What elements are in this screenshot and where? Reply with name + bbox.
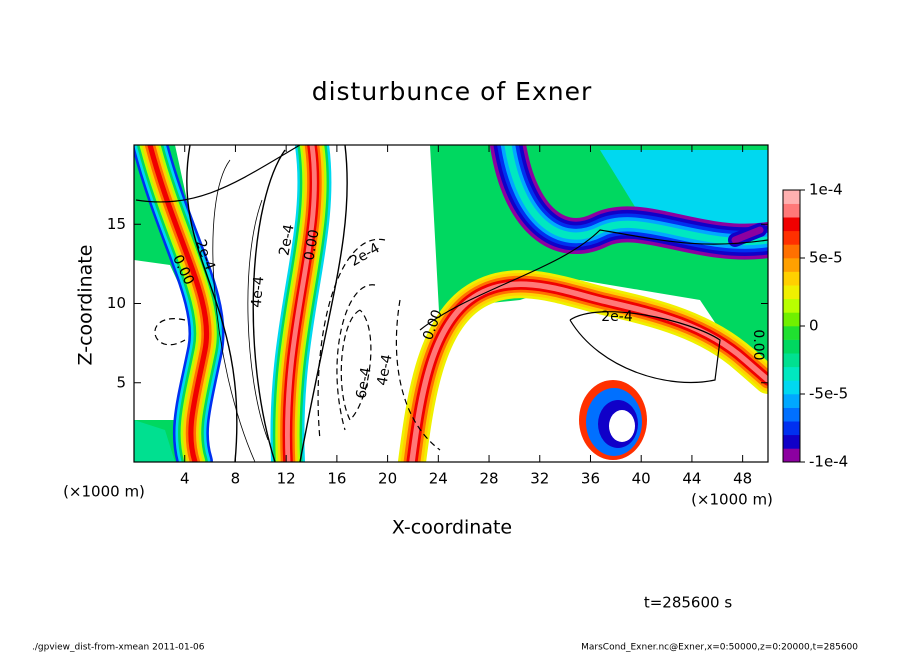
color-band: [285, 145, 317, 462]
color-region: [134, 420, 175, 462]
colorbar-tick-label: 1e-4: [809, 181, 843, 199]
colorbar-swatch: [783, 190, 800, 204]
colorbar-swatch: [783, 448, 800, 463]
contour-line: [154, 318, 186, 346]
contour-line: [212, 159, 256, 462]
colorbar-swatch: [783, 230, 800, 245]
contour-line: [299, 145, 348, 462]
footer-right: MarsCond_Exner.nc@Exner,x=0:50000,z=0:20…: [581, 643, 858, 653]
contour-line: [317, 238, 386, 441]
contour-line: [252, 149, 286, 462]
colorbar-swatch: [783, 366, 800, 381]
contour-line: [569, 311, 721, 384]
contour-line: [419, 229, 768, 331]
color-region: [609, 410, 635, 442]
contour-label: 6e-4: [353, 366, 374, 400]
colorbar-swatch: [783, 394, 800, 408]
contour-line: [186, 145, 238, 462]
contour-line: [395, 299, 441, 451]
colorbar-swatch: [783, 380, 800, 395]
contour-label: 0.00: [301, 228, 322, 261]
x-tick-label: 8: [231, 470, 241, 488]
contour-label: 2e-4: [601, 309, 633, 325]
colorbar-swatch: [783, 244, 800, 259]
contour-label: 2e-4: [276, 223, 297, 257]
x-tick-label: 20: [378, 470, 397, 488]
x-tick-label: 24: [429, 470, 448, 488]
colorbar-swatch: [783, 339, 800, 354]
colorbar-swatch: [783, 407, 800, 422]
y-axis-label: Z-coordinate: [75, 245, 97, 366]
x-unit-label: (×1000 m): [63, 483, 145, 501]
x-tick-label: 32: [530, 470, 549, 488]
colorbar-tick-label: 5e-5: [809, 249, 843, 267]
color-band: [731, 226, 764, 244]
color-band: [409, 281, 768, 462]
contour-label: 2e-4: [347, 240, 382, 270]
colorbar-swatch: [783, 298, 800, 313]
colorbar-swatch: [783, 326, 800, 340]
x-tick-label: 44: [682, 470, 701, 488]
colorbar-swatch: [783, 271, 800, 286]
color-band: [147, 145, 210, 462]
y-tick-label: 5: [116, 373, 126, 391]
x-tick-label: 4: [180, 470, 190, 488]
colorbar-swatch: [783, 434, 800, 449]
x-unit-label: (×1000 m): [691, 491, 773, 509]
contour-label: 0.00: [750, 329, 766, 360]
shaded-field: [134, 145, 768, 462]
contour-lines: [135, 145, 768, 462]
contour-label: 4e-4: [374, 353, 395, 387]
x-tick-label: 40: [632, 470, 651, 488]
contour-label: 4e-4: [249, 276, 268, 309]
y-tick-label: 10: [107, 294, 126, 312]
colorbar-tick-label: -5e-5: [809, 385, 848, 403]
x-tick-label: 12: [277, 470, 296, 488]
colorbar-swatch: [783, 353, 800, 368]
footer-left: ./gpview_dist-from-xmean 2011-01-06: [32, 643, 205, 653]
colorbar-swatch: [783, 421, 800, 436]
x-tick-label: 28: [479, 470, 498, 488]
chart-title: disturbunce of Exner: [312, 77, 593, 106]
x-tick-label: 36: [581, 470, 600, 488]
time-label: t=285600 s: [644, 594, 732, 612]
colorbar-swatch: [783, 217, 800, 232]
colorbar-swatch: [783, 285, 800, 300]
contour-line: [247, 199, 269, 441]
colorbar-swatch: [783, 203, 800, 218]
x-tick-label: 48: [733, 470, 752, 488]
x-axis-label: X-coordinate: [392, 517, 512, 539]
contour-line: [336, 284, 376, 431]
y-tick-label: 15: [107, 215, 126, 233]
contour-line: [135, 145, 301, 203]
contour-line: [340, 309, 372, 422]
colorbar-swatch: [783, 258, 800, 272]
colorbar-swatch: [783, 312, 800, 327]
x-tick-label: 16: [327, 470, 346, 488]
colorbar-tick-label: -1e-4: [809, 453, 848, 471]
colorbar-tick-label: 0: [809, 317, 819, 335]
